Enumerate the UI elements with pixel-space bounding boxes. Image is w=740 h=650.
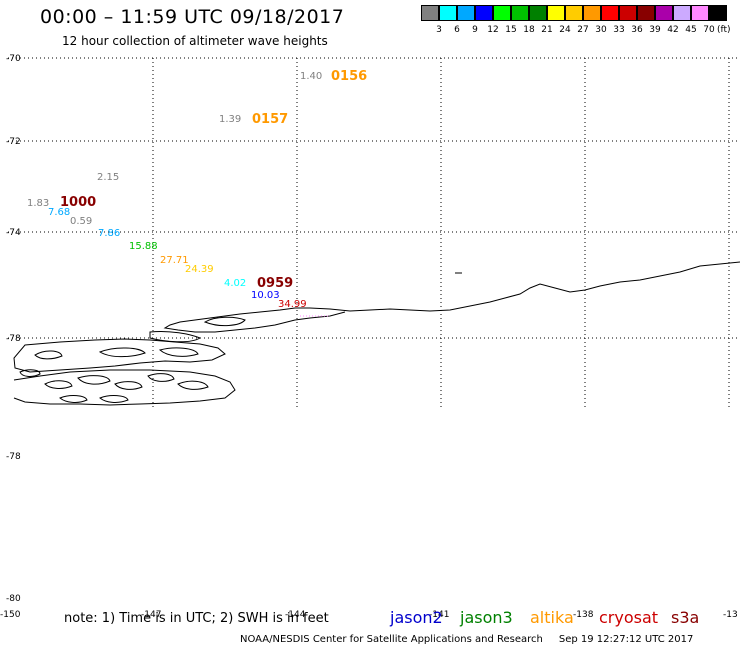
coastline-shelf bbox=[13, 338, 226, 373]
scale-swatch bbox=[421, 5, 439, 21]
wave-height-value: 1.39 bbox=[219, 114, 241, 125]
lon-label: -144 bbox=[285, 610, 306, 620]
coastline-island bbox=[34, 350, 63, 360]
footer-timestamp: Sep 19 12:27:12 UTC 2017 bbox=[558, 634, 694, 645]
scale-tick-label: 3 bbox=[436, 25, 442, 35]
scale-swatch bbox=[493, 5, 511, 21]
scale-swatch bbox=[565, 5, 583, 21]
legend-jason3: jason3 bbox=[460, 608, 513, 627]
lat-label: -78 bbox=[6, 334, 21, 344]
wave-height-value: 34.99 bbox=[278, 299, 307, 310]
wave-height-value: 15.88 bbox=[129, 241, 158, 252]
scale-tick-label: 42 bbox=[667, 25, 679, 35]
lat-label: -74 bbox=[6, 228, 21, 238]
scale-swatch bbox=[511, 5, 529, 21]
wave-height-value: 1.40 bbox=[300, 71, 322, 82]
scale-swatch bbox=[619, 5, 637, 21]
scale-swatch bbox=[547, 5, 565, 21]
scale-tick-label: 33 bbox=[613, 25, 625, 35]
coastline bbox=[13, 261, 740, 406]
lat-label: -70 bbox=[6, 54, 21, 64]
scale-swatch bbox=[673, 5, 691, 21]
coastline-ice-shelf bbox=[13, 369, 236, 406]
scale-swatch bbox=[475, 5, 493, 21]
scale-tick-label: 30 bbox=[595, 25, 607, 35]
scale-tick-label: 6 bbox=[454, 25, 460, 35]
scale-tick-label: 15 bbox=[505, 25, 517, 35]
scale-swatch bbox=[529, 5, 547, 21]
lon-label: -141 bbox=[429, 610, 449, 620]
chart-title: 00:00 – 11:59 UTC 09/18/2017 bbox=[40, 6, 345, 28]
coastline-island bbox=[114, 381, 143, 390]
scale-tick-label: 45 bbox=[685, 25, 697, 35]
scale-unit-label: (ft) bbox=[717, 25, 731, 35]
lon-label: -13 bbox=[723, 610, 738, 620]
scale-swatch bbox=[709, 5, 727, 21]
scale-tick-label: 39 bbox=[649, 25, 661, 35]
lon-label: -147 bbox=[141, 610, 161, 620]
scale-swatch bbox=[601, 5, 619, 21]
pass-time-label: 0157 bbox=[252, 112, 288, 127]
wave-height-value: 4.02 bbox=[224, 278, 246, 289]
chart-subtitle: 12 hour collection of altimeter wave hei… bbox=[62, 34, 328, 48]
scale-tick-label: 70 bbox=[703, 25, 715, 35]
scale-tick-label: 12 bbox=[487, 25, 499, 35]
coastline-island bbox=[177, 380, 209, 390]
footer-organization: NOAA/NESDIS Center for Satellite Applica… bbox=[240, 634, 543, 645]
coastline-island bbox=[147, 373, 175, 382]
wave-height-value: 0.59 bbox=[70, 216, 92, 227]
wave-height-value: 7.68 bbox=[48, 207, 70, 218]
scale-swatch bbox=[583, 5, 601, 21]
coastline-island bbox=[99, 395, 129, 403]
scale-swatch bbox=[457, 5, 475, 21]
footer-credit: NOAA/NESDIS Center for Satellite Applica… bbox=[240, 634, 693, 645]
scale-swatch bbox=[439, 5, 457, 21]
lat-label: -80 bbox=[6, 594, 21, 604]
coastline-island bbox=[98, 347, 146, 358]
coastline-island bbox=[44, 380, 73, 389]
scale-tick-label: 36 bbox=[631, 25, 643, 35]
wave-height-value: 10.03 bbox=[251, 290, 280, 301]
pass-time-label: 0156 bbox=[331, 69, 367, 84]
wave-height-value: 7.86 bbox=[98, 228, 120, 239]
scale-swatch bbox=[637, 5, 655, 21]
legend-cryosat: cryosat bbox=[599, 608, 659, 627]
legend-jason2: jason2 bbox=[390, 608, 443, 627]
lat-label: -72 bbox=[6, 137, 21, 147]
lon-label: -150 bbox=[0, 610, 21, 620]
pass-time-label: 1000 bbox=[60, 195, 96, 210]
scale-tick-label: 9 bbox=[472, 25, 478, 35]
lon-label: -138 bbox=[573, 610, 594, 620]
scale-swatch bbox=[655, 5, 673, 21]
legend-s3a: s3a bbox=[671, 608, 700, 627]
coastline-island bbox=[158, 347, 199, 357]
coastline-main bbox=[163, 261, 740, 333]
coastline-island bbox=[203, 316, 246, 327]
wave-height-value: 27.71 bbox=[160, 255, 189, 266]
legend-altika: altika bbox=[530, 608, 574, 627]
scale-tick-label: 21 bbox=[541, 25, 553, 35]
coastline-island bbox=[149, 331, 202, 343]
scale-tick-label: 24 bbox=[559, 25, 571, 35]
scale-tick-label: 27 bbox=[577, 25, 589, 35]
coastline-island bbox=[77, 375, 111, 385]
wave-height-value: 24.39 bbox=[185, 264, 214, 275]
pass-time-label: 0959 bbox=[257, 276, 293, 291]
coastline-island bbox=[59, 395, 88, 403]
lat-label: -78 bbox=[6, 452, 21, 462]
coastline-island bbox=[19, 369, 41, 377]
wave-height-value: 2.15 bbox=[97, 172, 119, 183]
scale-swatch bbox=[691, 5, 709, 21]
wave-height-value: 1.83 bbox=[27, 198, 49, 209]
scale-tick-label: 18 bbox=[523, 25, 535, 35]
footnote: note: 1) Time is in UTC; 2) SWH is in fe… bbox=[64, 611, 329, 626]
